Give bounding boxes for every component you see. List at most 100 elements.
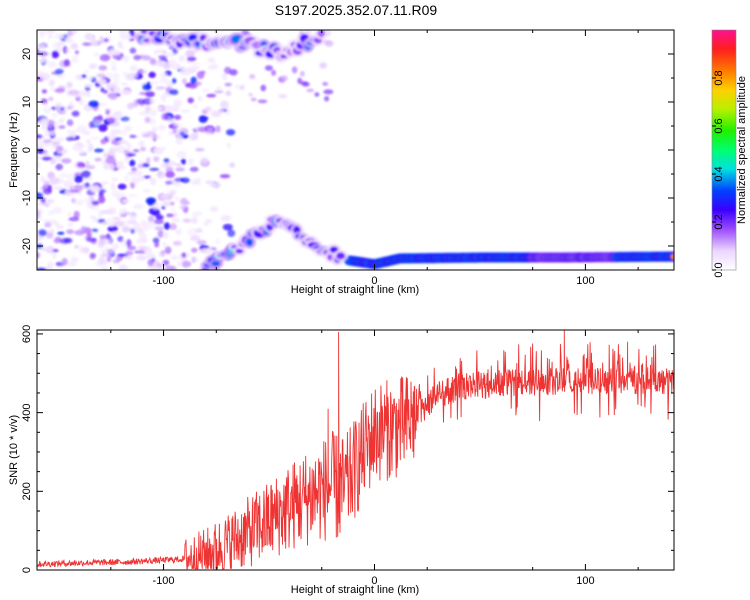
noise-blob [193, 179, 201, 185]
noise-blob [54, 104, 62, 112]
noise-blob [74, 245, 79, 249]
noise-blob [44, 222, 52, 228]
snr-panel: -100 0 100 0 200 400 600 Height of straight li… [8, 325, 675, 596]
noise-blob [93, 52, 101, 57]
noise-blob [122, 199, 130, 203]
noise-blob [121, 226, 131, 233]
noise-blob [172, 128, 177, 134]
noise-blob [249, 74, 256, 80]
noise-blob [212, 62, 217, 69]
noise-blob [101, 181, 109, 185]
noise-blob [146, 157, 151, 164]
noise-blob [87, 143, 94, 151]
noise-blob [73, 199, 84, 206]
ridge-point [336, 252, 346, 260]
noise-blob [107, 92, 117, 99]
noise-blob [103, 246, 109, 251]
noise-blob [179, 205, 186, 210]
noise-blob [132, 101, 139, 108]
noise-blob [117, 140, 128, 144]
noise-blob [324, 40, 334, 47]
noise-blob [37, 192, 44, 199]
noise-blob [140, 219, 147, 228]
noise-blob [124, 256, 133, 260]
noise-blob [206, 247, 213, 255]
noise-blob [54, 33, 64, 40]
noise-blob [138, 140, 145, 148]
noise-blob [100, 249, 109, 254]
noise-blob [44, 130, 55, 137]
noise-blob [75, 141, 83, 147]
noise-blob [222, 223, 233, 231]
noise-blob [50, 87, 56, 92]
figure-title: S197.2025.352.07.11.R09 [275, 2, 438, 18]
noise-blob [83, 70, 89, 74]
noise-blob [115, 111, 120, 116]
noise-blob [124, 155, 129, 164]
colorbar-tick-label: 0.6 [713, 118, 725, 133]
noise-blob [37, 134, 43, 139]
noise-blob [120, 116, 130, 122]
noise-blob [40, 44, 46, 48]
noise-blob [209, 206, 219, 212]
y-tick-label: 20 [21, 48, 33, 60]
noise-blob [48, 121, 53, 129]
noise-blob [67, 105, 72, 110]
noise-blob [61, 158, 72, 164]
noise-blob [71, 110, 80, 117]
noise-blob [173, 123, 184, 128]
noise-blob [68, 89, 80, 96]
noise-blob [166, 213, 174, 218]
noise-blob [71, 55, 79, 62]
noise-blob [46, 199, 55, 204]
y-tick-label: 0 [21, 147, 33, 153]
noise-blob [114, 120, 120, 126]
x-tick-label: 0 [371, 275, 377, 287]
noise-blob [88, 100, 100, 108]
noise-blob [140, 146, 146, 152]
noise-blob [84, 91, 91, 98]
noise-blob [146, 221, 151, 226]
noise-blob [77, 185, 83, 192]
noise-blob [133, 222, 141, 230]
noise-blob [229, 69, 238, 76]
noise-blob [257, 99, 268, 104]
noise-blob [314, 92, 320, 97]
noise-blob [173, 64, 182, 68]
noise-blob [158, 77, 169, 84]
colorbar-ticks: 0.0 0.2 0.4 0.6 0.8 [712, 70, 725, 278]
noise-blob [90, 200, 100, 206]
noise-blob [189, 166, 199, 172]
noise-blob [41, 156, 53, 161]
noise-blob [129, 47, 137, 54]
noise-blob [156, 60, 166, 68]
noise-blob [189, 133, 196, 141]
noise-blob [105, 109, 110, 115]
noise-blob [153, 147, 165, 155]
noise-blob [95, 262, 103, 267]
noise-blob [220, 215, 232, 222]
noise-blob [239, 84, 245, 91]
noise-blob [157, 230, 164, 238]
noise-blob [93, 119, 102, 126]
noise-blob [136, 254, 148, 261]
noise-blob [59, 238, 70, 244]
noise-blob [80, 170, 91, 178]
noise-blob [300, 71, 305, 77]
noise-blob [175, 228, 182, 236]
noise-blob [43, 139, 53, 144]
noise-blob [149, 167, 160, 171]
noise-blob [93, 148, 104, 153]
noise-blob [226, 129, 236, 136]
noise-blob [86, 237, 97, 242]
noise-blob [191, 257, 199, 263]
noise-blob [91, 228, 99, 233]
noise-blob [40, 176, 46, 183]
noise-blob [118, 209, 126, 215]
noise-blob [207, 128, 214, 132]
noise-blob [86, 232, 92, 239]
noise-blob [187, 227, 198, 236]
noise-blob [54, 156, 62, 162]
noise-blob [146, 250, 152, 255]
